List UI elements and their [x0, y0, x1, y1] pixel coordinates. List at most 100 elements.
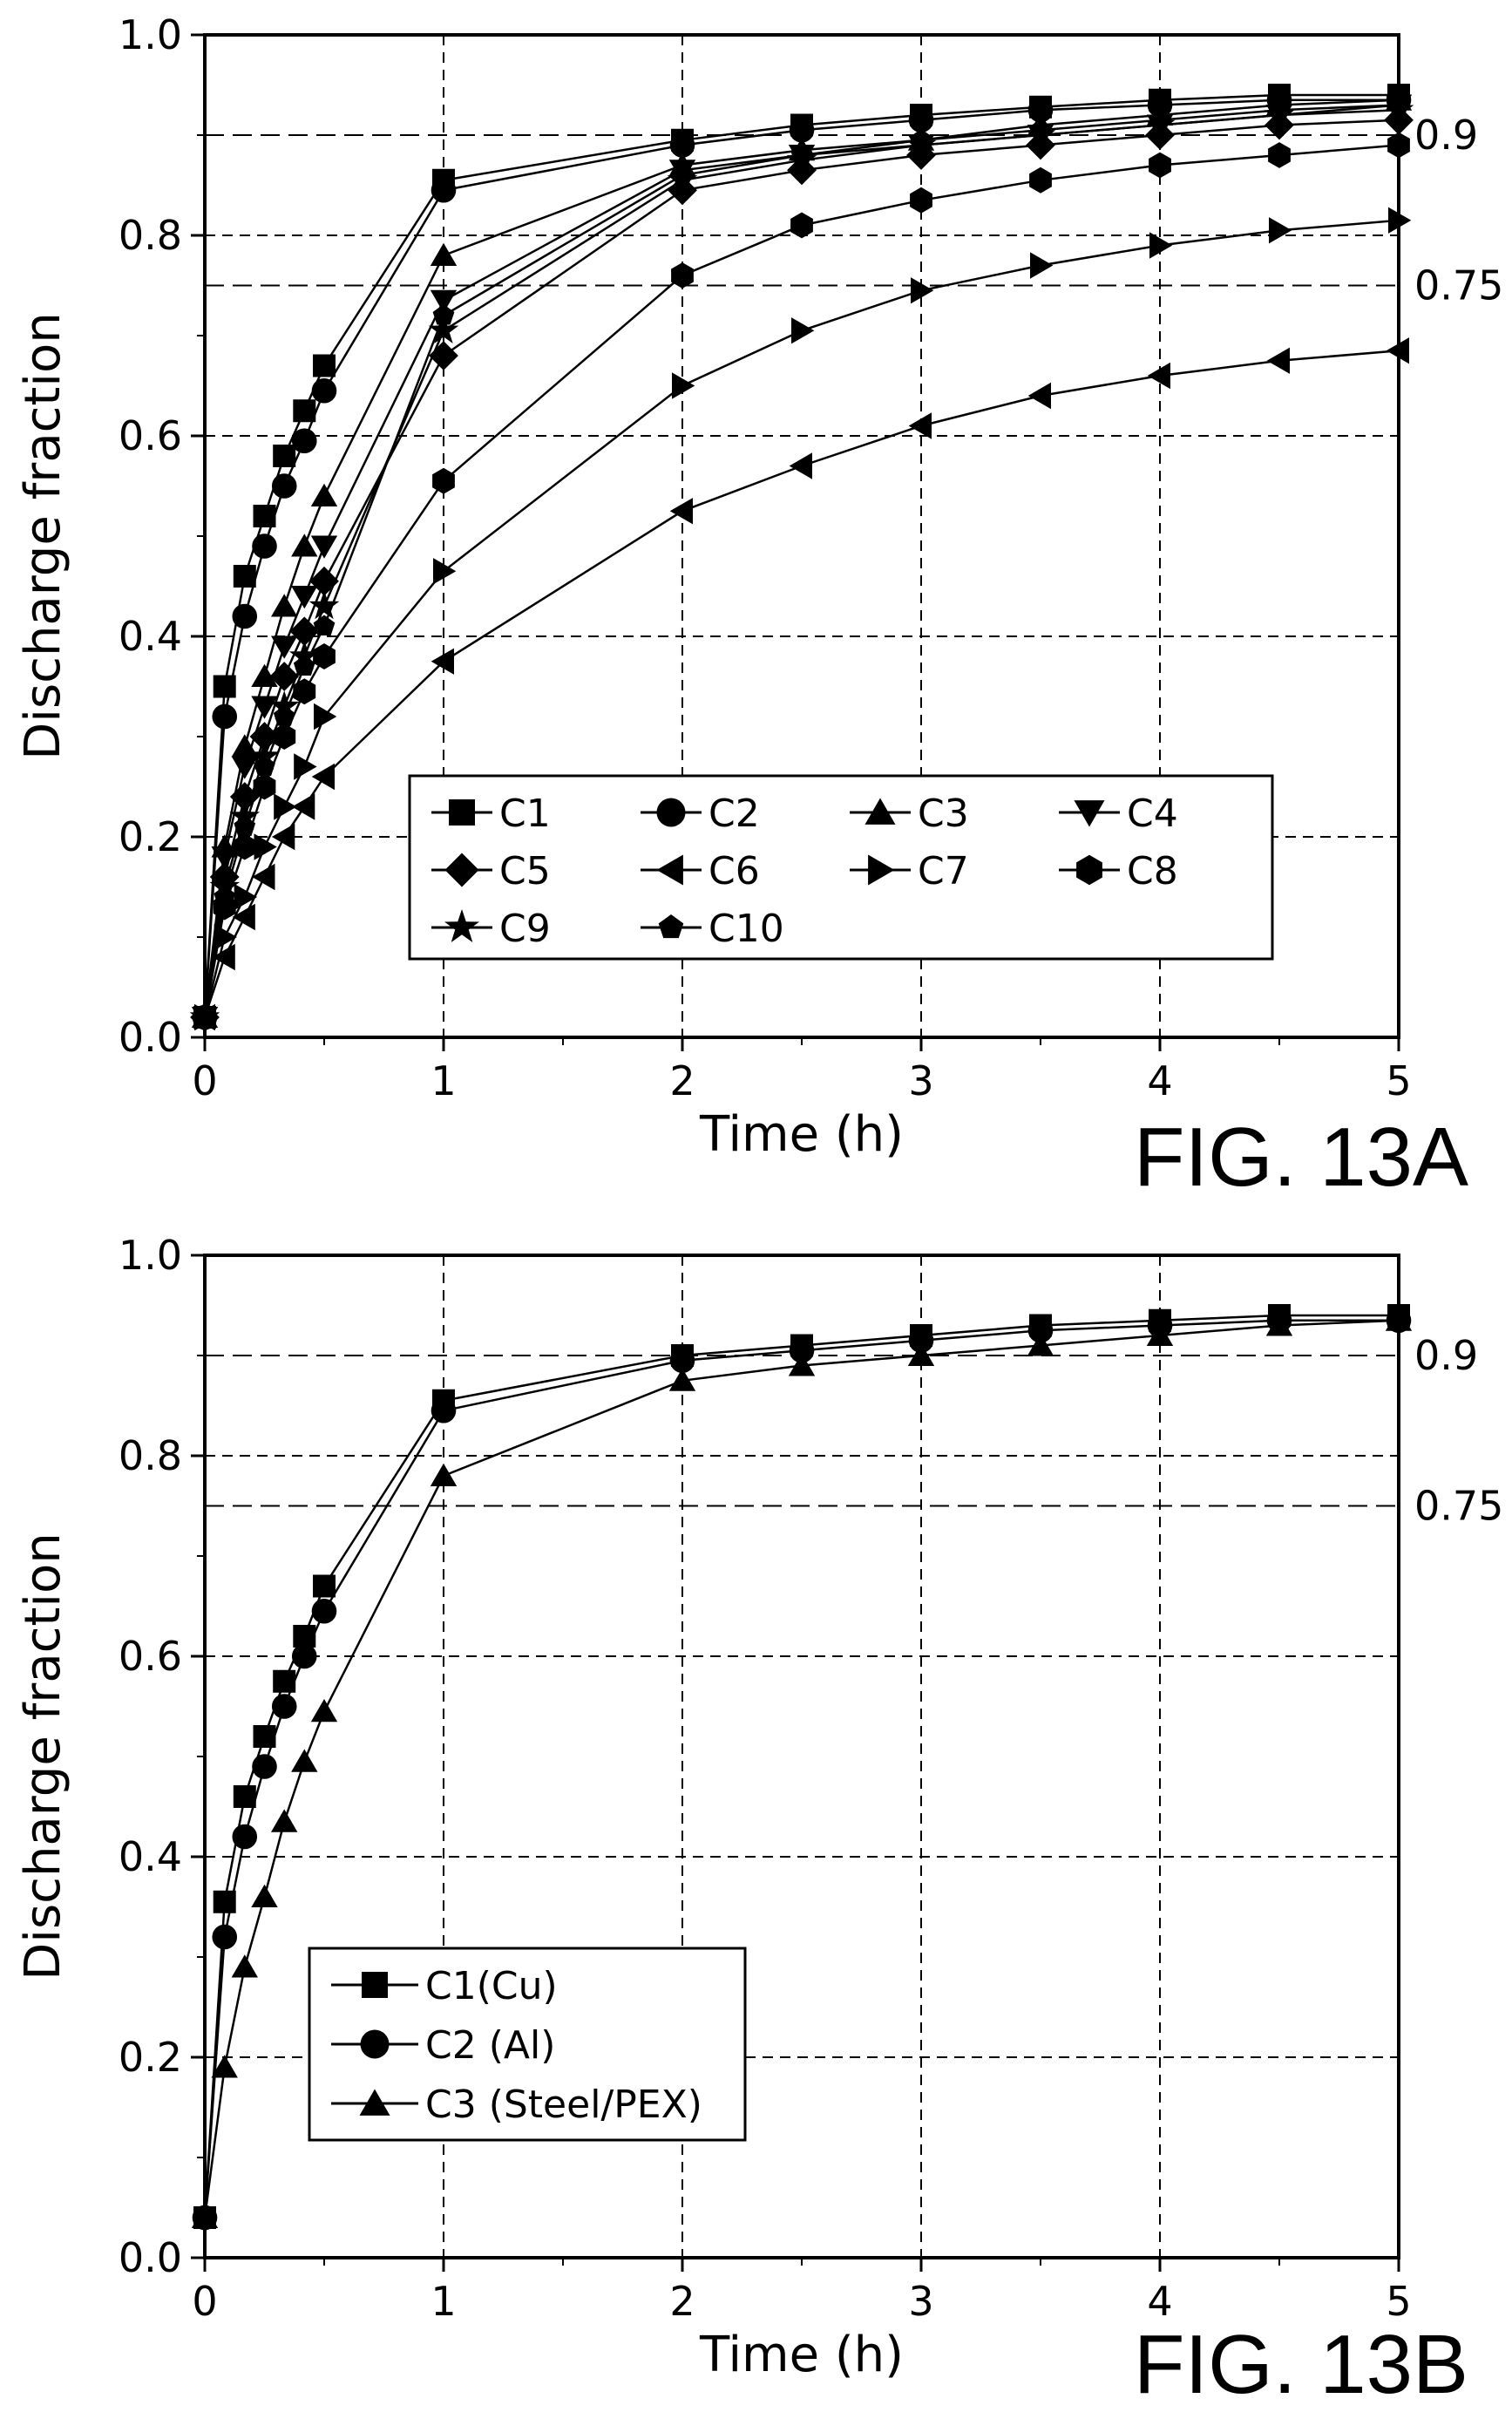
data-point: [668, 1368, 696, 1391]
data-point: [268, 690, 300, 720]
legend-marker: [658, 914, 684, 939]
data-point: [1265, 110, 1294, 140]
data-point: [309, 590, 340, 620]
y-tick-label: 0.4: [119, 1833, 182, 1880]
data-point: [254, 833, 277, 860]
data-point: [1149, 152, 1171, 179]
data-point: [790, 144, 813, 165]
data-point: [232, 903, 255, 931]
legend-label: C1: [499, 792, 551, 836]
data-point: [233, 1785, 256, 1808]
legend-label: C4: [1127, 792, 1178, 836]
y-tick-label: 0.6: [119, 1633, 182, 1680]
legend-label: C10: [709, 907, 784, 951]
data-point: [251, 1884, 278, 1907]
data-point: [249, 740, 280, 770]
data-point: [908, 1328, 934, 1354]
data-point: [669, 498, 693, 525]
data-point: [249, 722, 280, 751]
data-point: [310, 483, 338, 506]
data-point: [234, 883, 258, 911]
legend-marker: [1076, 854, 1102, 886]
data-point: [432, 304, 455, 325]
y-tick-label: 1.0: [119, 11, 182, 58]
data-point: [1386, 337, 1409, 364]
legend-label: C6: [709, 849, 760, 894]
x-tick-label: 1: [431, 2278, 456, 2325]
reference-line-label: 0.75: [1414, 1483, 1503, 1530]
x-tick-label: 4: [1147, 1057, 1172, 1104]
data-point: [231, 756, 258, 779]
data-point: [211, 2055, 238, 2078]
legend-label: C2 (Al): [425, 2023, 555, 2068]
y-tick-label: 0.0: [119, 1014, 182, 1061]
data-point: [253, 773, 276, 800]
data-point: [253, 505, 276, 527]
data-point: [214, 886, 236, 907]
data-point: [313, 615, 336, 635]
legend-marker: [1074, 800, 1105, 827]
data-point: [314, 703, 337, 730]
data-point: [1145, 120, 1175, 150]
data-point: [789, 1337, 815, 1363]
x-tick-label: 1: [431, 1057, 456, 1104]
data-point: [1029, 166, 1052, 194]
data-point: [1266, 347, 1290, 374]
data-point: [669, 1348, 695, 1374]
legend-label: C5: [499, 849, 551, 894]
series-c2: [192, 87, 1412, 1030]
series-c10: [193, 93, 1410, 1027]
data-point: [291, 586, 318, 609]
data-point: [1387, 132, 1410, 159]
data-point: [293, 678, 316, 705]
data-point: [291, 1749, 318, 1772]
legend-marker: [864, 798, 896, 825]
data-point: [311, 1598, 337, 1624]
data-point: [231, 734, 258, 758]
data-point: [293, 399, 316, 423]
data-point: [1149, 232, 1173, 259]
data-point: [293, 655, 315, 676]
data-point: [294, 753, 317, 780]
data-point: [212, 943, 235, 971]
data-point: [271, 473, 297, 499]
legend-marker: [868, 854, 895, 886]
fig13a-chart: 0.9 0.75 0 1 2 3 4 5 0.0 0.2 0.4 0.6 0.8 1.0 Time (h) D…: [15, 11, 1503, 1204]
data-point: [274, 793, 297, 820]
data-point: [209, 871, 241, 900]
data-point: [1027, 97, 1054, 123]
data-point: [428, 315, 459, 343]
y-axis-title: Discharge fraction: [15, 1532, 71, 1980]
data-point: [910, 128, 932, 150]
y-tick-label: 0.0: [119, 2234, 182, 2281]
data-point: [431, 648, 454, 675]
data-point: [791, 317, 815, 344]
data-point: [233, 565, 256, 588]
data-point: [671, 164, 694, 185]
data-point: [671, 262, 694, 289]
data-point: [787, 155, 817, 186]
data-point: [431, 1397, 457, 1424]
data-point: [433, 558, 457, 585]
data-point: [254, 755, 275, 776]
data-point: [910, 187, 932, 214]
x-tick-label: 4: [1147, 2278, 1172, 2325]
data-point: [911, 277, 934, 304]
data-point: [291, 1643, 317, 1669]
data-point: [310, 1699, 338, 1723]
data-point: [1388, 207, 1412, 234]
figure-label: FIG. 13A: [1134, 1111, 1468, 1204]
legend-label: C9: [499, 907, 551, 951]
legend-marker: [656, 798, 686, 827]
series-c5: [190, 105, 1414, 1032]
data-point: [789, 117, 815, 143]
x-tick-label: 2: [669, 2278, 695, 2325]
data-point: [669, 133, 695, 158]
y-tick-label: 0.8: [119, 1432, 182, 1479]
legend-label: C3 (Steel/PEX): [425, 2083, 702, 2127]
legend-marker: [444, 853, 479, 887]
reference-line-label: 0.9: [1414, 1332, 1478, 1379]
legend: C1 C2 C3 C4 C5 C6 C7 C8 C9 C10: [408, 774, 1274, 961]
x-axis-title: Time (h): [699, 2327, 904, 2383]
data-point: [788, 1353, 816, 1376]
